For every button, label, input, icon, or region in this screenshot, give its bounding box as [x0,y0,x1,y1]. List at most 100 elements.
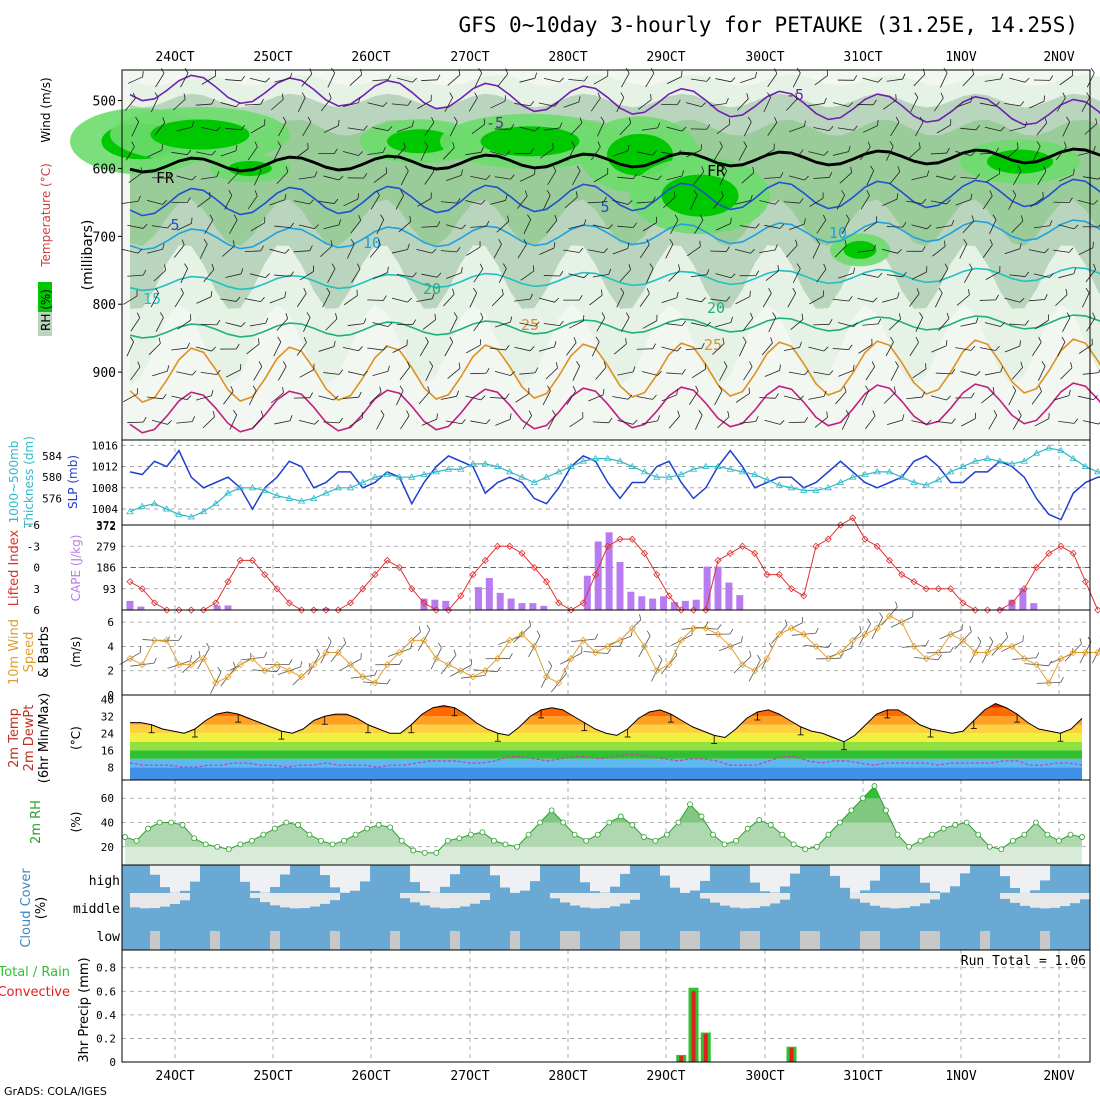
barb-staff [616,97,625,112]
wind-barb [327,263,336,283]
barb-feather [288,659,293,665]
wind-barb [523,214,532,235]
barb-staff [130,366,141,381]
wind-barb [930,395,951,401]
barb-staff [1006,147,1019,160]
cape-tick-label: 186 [96,562,116,575]
wind-barb [763,92,772,113]
run-total-label: Run Total = 1.06 [961,954,1086,969]
barb-feather [1044,248,1049,254]
wind-barb [1084,117,1098,135]
wind-barb [666,126,687,132]
rh-fill-band [862,786,881,799]
wind-barb [858,338,873,354]
barb-feather [307,116,312,123]
wind-barb [906,198,927,205]
barb-staff [1058,420,1075,424]
cloud-clear-middle [570,893,580,906]
cloud-clear-middle [450,893,460,909]
rh-marker [133,837,140,844]
barb-staff [1033,273,1050,278]
rh-marker [571,831,578,838]
barb-staff [296,293,307,308]
barb-staff [743,366,753,381]
barb-feather [553,242,556,249]
barb-staff [886,274,903,278]
lifted-index-marker [812,542,820,550]
wind-barb [203,263,215,283]
lifted-index-marker [849,514,857,522]
wind-speed-marker [236,661,244,669]
wind-barb [122,248,143,254]
wind-barb [471,118,486,135]
barb-staff [125,146,135,161]
barb-feather [136,312,141,319]
cloud-clear-high [420,865,430,892]
barb-feather [1086,92,1090,98]
barb-feather [848,102,853,107]
wind-barb [399,361,410,381]
wind-barb [1077,145,1096,156]
wind-barb [322,287,331,308]
bottom-day-label: 30OCT [745,1069,784,1084]
barb-feather [902,221,907,228]
wind-barb [668,410,680,429]
barb-staff [523,219,532,235]
barb-feather [784,619,788,626]
axis-label: SLP (mb) [66,455,80,509]
barb-staff [912,368,927,379]
cloud-clear-high [190,865,200,882]
thickness-tick-label: 580 [42,471,62,484]
barb-feather [374,669,378,676]
barb-feather [133,92,136,99]
barb-staff [788,175,805,181]
barb-staff [930,200,947,205]
barb-feather [211,346,216,352]
wind-barb [449,312,458,332]
wind-barb [768,312,777,332]
wind-barb [376,410,385,430]
barb-feather [360,653,362,659]
rh-marker [341,837,347,844]
barb-feather [975,317,979,324]
wind-barb [325,313,338,331]
wind-barb [1053,197,1073,204]
barb-feather [190,655,193,661]
wind-barb [299,363,315,378]
barb-staff [1082,420,1099,425]
barb-feather [326,287,331,294]
barb-staff [396,77,413,83]
wind-barb [661,291,679,303]
barb-staff [665,243,674,259]
wind-barb [593,70,609,85]
rh-marker [410,847,417,854]
barb-staff [225,79,242,82]
barb-staff [519,372,536,375]
barb-feather [628,264,632,270]
cape-bar [137,606,145,610]
barb-feather [137,361,141,368]
barb-staff [1008,195,1017,210]
cape-bar [224,605,232,610]
lifted-index-marker [934,585,943,593]
barb-feather [918,142,921,149]
rh-saturated-area [150,119,250,150]
wind-barb [296,288,307,308]
barb-staff [836,195,845,210]
barb-feather [828,370,834,376]
barb-feather [946,395,951,401]
barb-staff [964,268,973,283]
wind-barb [912,363,927,379]
barb-feather [796,263,801,269]
barb-staff [862,125,878,133]
rh-marker [744,825,751,832]
barb-feather [309,392,313,398]
wind-barb [982,190,993,210]
wind-barb [808,346,829,352]
wind-barb [1004,297,1025,303]
wind-speed-marker [861,630,869,638]
barb-staff [495,321,511,328]
barb-staff [566,342,577,356]
wind-barb [790,313,804,331]
cloud-clear-middle [1030,893,1040,908]
